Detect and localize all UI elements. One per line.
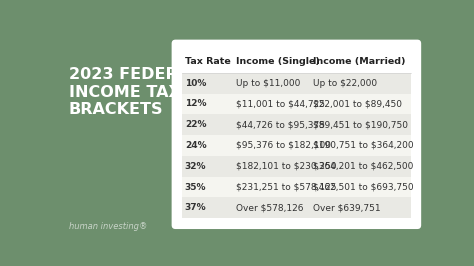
Bar	[182, 114, 411, 135]
Text: Up to \$11,000: Up to \$11,000	[236, 79, 301, 88]
Text: Up to \$22,000: Up to \$22,000	[313, 79, 378, 88]
Text: 37%: 37%	[185, 203, 206, 212]
Text: human investing®: human investing®	[69, 222, 147, 231]
Text: Income (Single): Income (Single)	[236, 57, 320, 66]
Text: 10%: 10%	[185, 79, 206, 88]
Text: \$182,101 to \$230,250: \$182,101 to \$230,250	[236, 162, 337, 171]
Text: 24%: 24%	[185, 141, 206, 150]
Bar	[182, 197, 411, 218]
Text: \$462,501 to \$693,750: \$462,501 to \$693,750	[313, 182, 414, 192]
FancyBboxPatch shape	[172, 40, 421, 229]
Text: \$95,376 to \$182,100: \$95,376 to \$182,100	[236, 141, 331, 150]
Text: \$364,201 to \$462,500: \$364,201 to \$462,500	[313, 162, 414, 171]
Text: \$44,726 to \$95,375: \$44,726 to \$95,375	[236, 120, 325, 129]
Bar	[182, 135, 411, 156]
Text: Over \$578,126: Over \$578,126	[236, 203, 303, 212]
Text: Over \$639,751: Over \$639,751	[313, 203, 381, 212]
Bar	[182, 177, 411, 197]
Text: \$190,751 to \$364,200: \$190,751 to \$364,200	[313, 141, 414, 150]
Text: \$89,451 to \$190,750: \$89,451 to \$190,750	[313, 120, 409, 129]
Bar	[182, 73, 411, 94]
Text: 32%: 32%	[185, 162, 206, 171]
Text: \$22,001 to \$89,450: \$22,001 to \$89,450	[313, 99, 402, 109]
Bar	[182, 94, 411, 114]
Bar	[182, 156, 411, 177]
Text: Income (Married): Income (Married)	[313, 57, 406, 66]
Text: 2023 FEDERAL
INCOME TAX
BRACKETS: 2023 FEDERAL INCOME TAX BRACKETS	[69, 67, 200, 117]
Text: 22%: 22%	[185, 120, 206, 129]
Text: \$11,001 to \$44,725: \$11,001 to \$44,725	[236, 99, 325, 109]
Text: Tax Rate: Tax Rate	[185, 57, 230, 66]
Text: 35%: 35%	[185, 182, 206, 192]
Text: 12%: 12%	[185, 99, 206, 109]
Text: \$231,251 to \$578,125: \$231,251 to \$578,125	[236, 182, 337, 192]
